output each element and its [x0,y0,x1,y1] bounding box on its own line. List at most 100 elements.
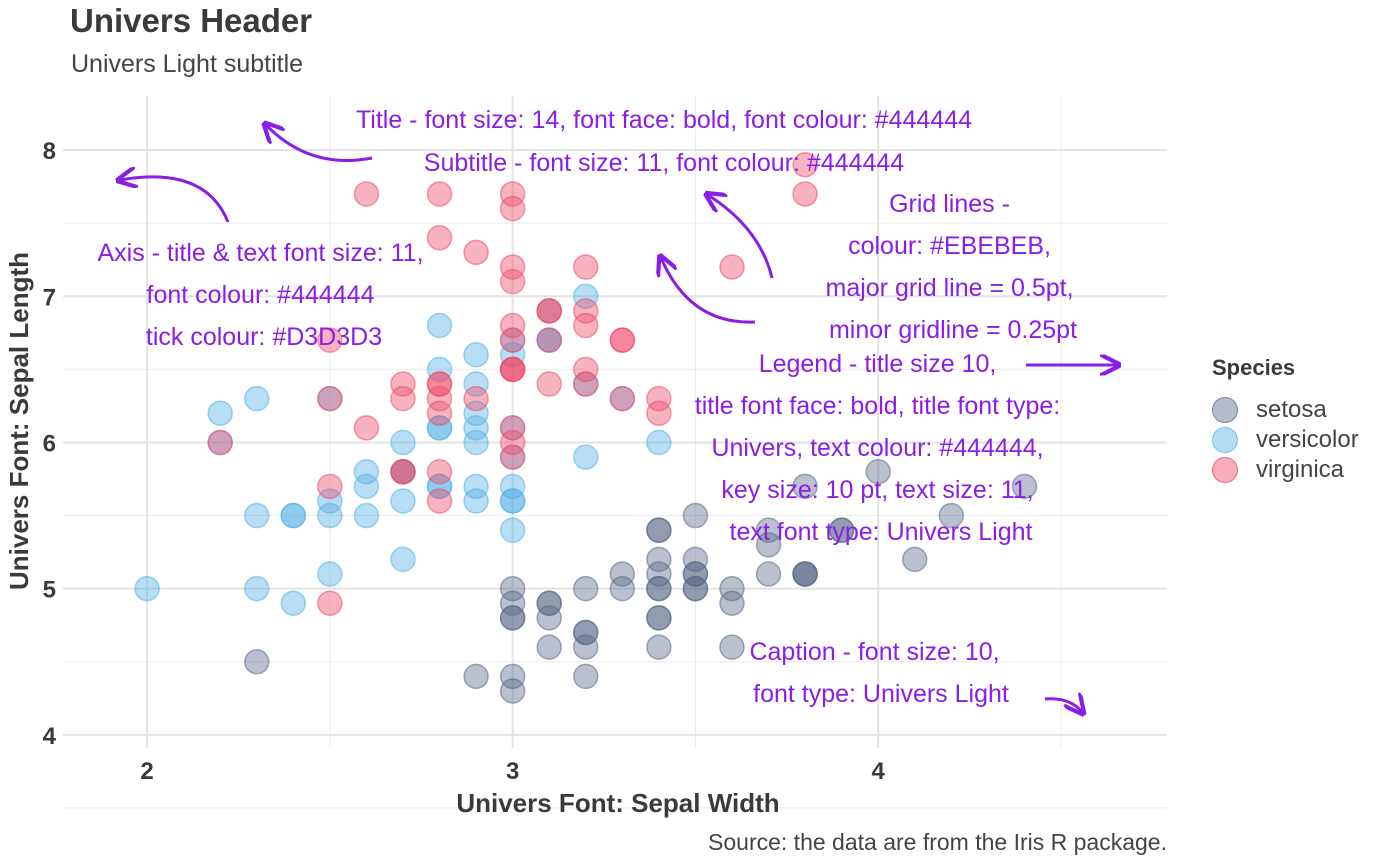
data-point-virginica [573,356,599,383]
data-point-setosa [646,561,672,587]
data-point-virginica [536,371,562,397]
data-point-virginica [390,458,416,485]
data-point-versicolor [317,502,343,529]
arrow-to-axis [120,177,230,223]
data-point-setosa [499,575,526,602]
data-point-setosa [719,634,745,660]
y-tick-label: 6 [43,430,56,457]
data-point-setosa [499,605,526,631]
data-point-virginica [353,415,380,441]
data-point-setosa [536,590,562,617]
data-point-versicolor [426,356,453,383]
data-point-virginica [719,254,745,280]
data-point-setosa [682,561,709,587]
data-point-versicolor [390,429,416,456]
data-point-versicolor [463,488,489,514]
data-points [134,151,1038,704]
data-point-virginica [463,385,489,412]
data-point-versicolor [317,561,343,587]
data-point-virginica [317,473,343,500]
data-point-versicolor [353,458,380,485]
legend-item-versicolor: versicolor [1212,425,1359,455]
y-tick-label: 8 [43,138,56,165]
data-point-versicolor [390,488,416,514]
data-point-setosa [573,634,599,660]
data-point-versicolor [463,342,489,368]
data-point-virginica [792,151,818,178]
data-point-virginica [317,385,343,412]
data-point-virginica [573,298,599,324]
data-point-virginica [426,181,453,207]
data-point-setosa [499,590,526,617]
data-point-setosa [1011,473,1038,500]
data-point-virginica [317,590,343,617]
x-axis-title: Univers Font: Sepal Width [456,788,779,818]
data-point-versicolor [499,517,526,543]
data-point-virginica [426,488,453,514]
data-point-setosa [682,575,709,602]
data-point-setosa [828,517,855,543]
data-point-setosa [573,575,599,602]
x-tick-label: 2 [140,758,153,785]
data-point-setosa [646,575,672,602]
data-point-virginica [426,371,453,397]
data-point-virginica [646,400,672,426]
data-point-virginica [499,268,526,295]
data-point-virginica [499,327,526,353]
data-point-versicolor [243,385,270,412]
data-point-setosa [536,634,562,660]
x-tick-label: 4 [872,758,886,785]
legend-key-setosa [1212,397,1238,423]
data-point-setosa [499,663,526,690]
data-point-versicolor [499,473,526,500]
data-point-setosa [865,458,891,485]
data-point-virginica [573,371,599,397]
data-point-setosa [682,546,709,573]
axis-tick-labels: 2 3 4 4 5 6 7 8 [43,138,886,785]
y-tick-label: 5 [43,577,56,604]
data-point-versicolor [646,429,672,456]
grid-lines [63,96,1167,809]
data-point-setosa [609,575,636,602]
data-point-versicolor [573,283,599,310]
legend-label: versicolor [1256,426,1359,453]
data-point-virginica [499,254,526,280]
data-point-versicolor [499,342,526,368]
data-point-setosa [792,561,818,587]
data-point-setosa [463,663,489,690]
data-point-virginica [499,312,526,339]
data-point-setosa [755,517,782,543]
data-point-setosa [719,590,745,617]
data-point-versicolor [463,473,489,500]
annotation-arrows [120,125,1117,712]
data-point-virginica [792,181,818,207]
arrow-to-caption [1044,699,1082,712]
data-point-virginica [390,371,416,397]
legend-key-virginica [1212,457,1238,483]
axis-annotation: Axis - title & text font size: 11, font … [97,239,430,351]
legend-item-setosa: setosa [1212,395,1327,425]
data-point-virginica [646,385,672,412]
legend-item-virginica: virginica [1212,455,1344,485]
data-point-setosa [682,502,709,529]
data-point-versicolor [390,546,416,573]
data-point-versicolor [353,502,380,529]
data-point-virginica [390,385,416,412]
data-point-setosa [646,517,672,543]
data-point-versicolor [207,400,233,426]
arrow-to-subtitle [708,195,774,279]
data-point-versicolor [280,590,307,617]
data-point-virginica [536,327,562,353]
chart-caption: Source: the data are from the Iris R pac… [708,829,1167,855]
subtitle-annotation: Subtitle - font size: 11, font colour: #… [424,149,904,177]
data-point-virginica [499,181,526,207]
data-point-virginica [499,429,526,456]
legend-title: Species [1212,355,1296,380]
data-point-setosa [755,532,782,558]
data-point-virginica [609,385,636,412]
data-point-versicolor [134,575,160,602]
data-point-setosa [609,561,636,587]
data-point-virginica [353,181,380,207]
data-point-setosa [646,634,672,660]
